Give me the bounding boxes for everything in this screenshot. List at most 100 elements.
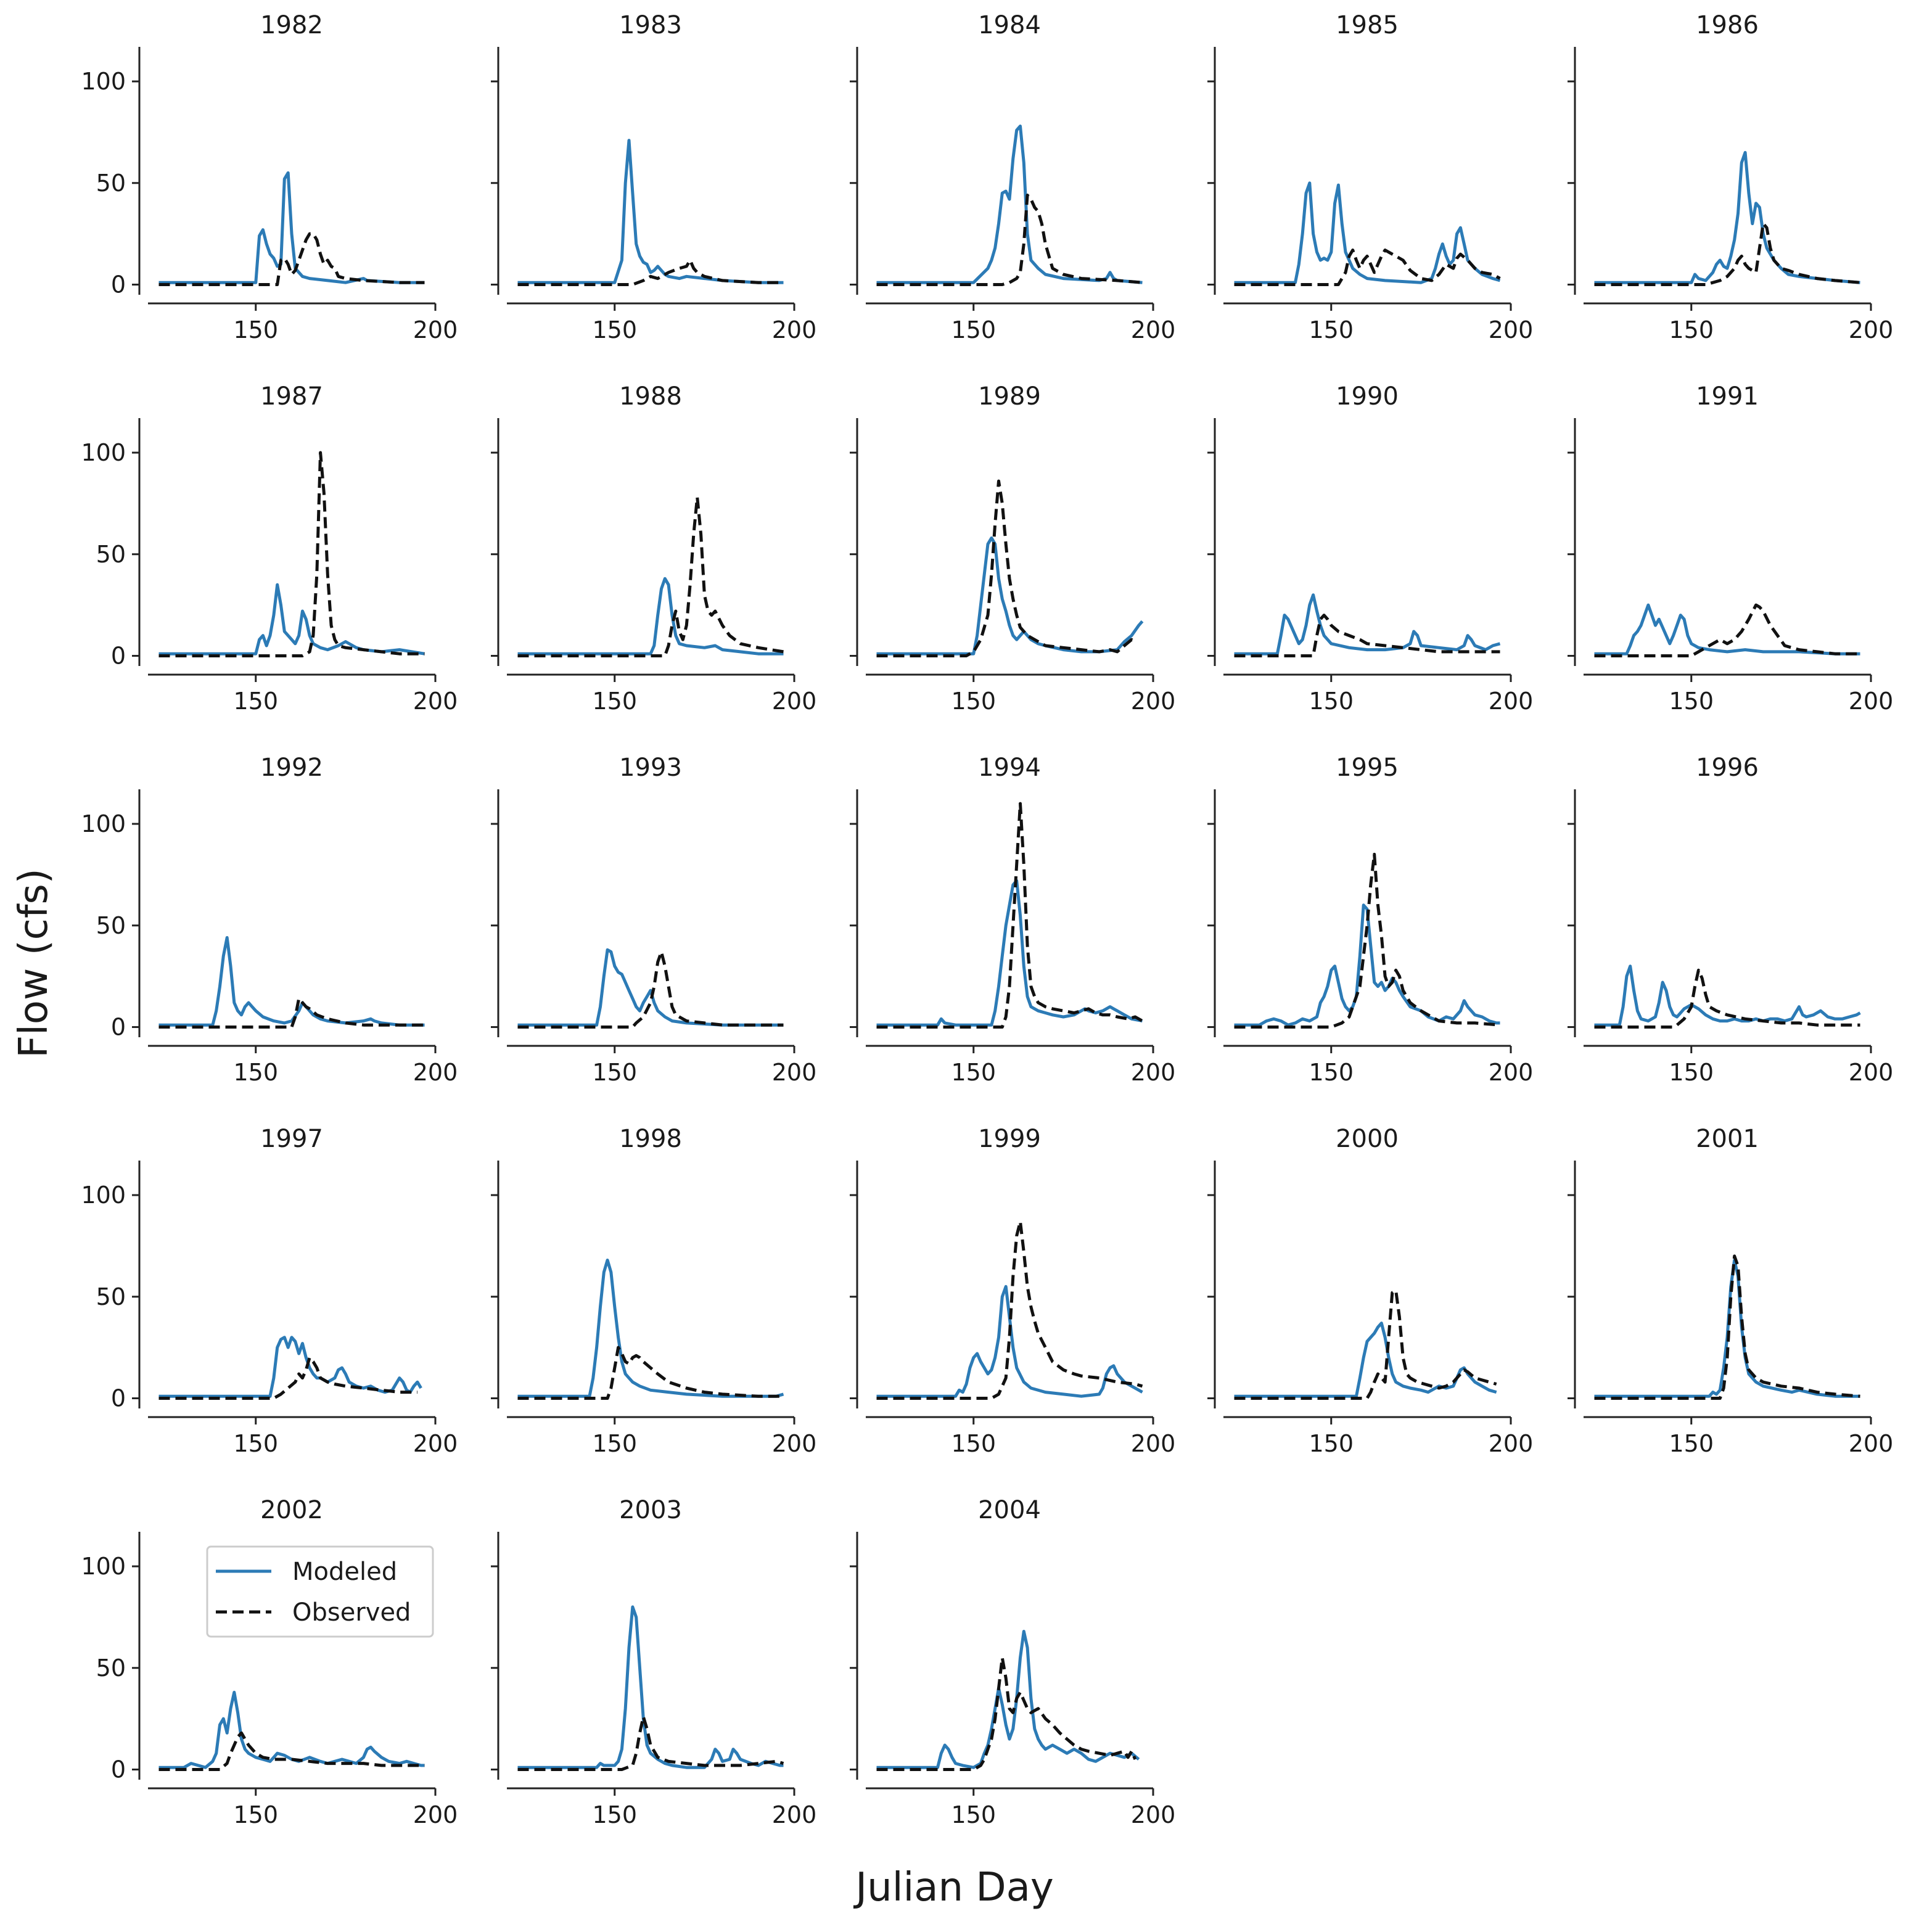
x-tick-label: 150: [1669, 1059, 1714, 1086]
subplot-title: 1997: [260, 1125, 323, 1153]
y-tick-label: 50: [96, 1655, 126, 1682]
x-tick-label: 200: [413, 1059, 458, 1086]
observed-series-line: [517, 950, 784, 1029]
modeled-series-line: [1234, 181, 1501, 284]
subplot-1986: 1986 150 200: [1568, 11, 1893, 343]
subplot-title: 1985: [1336, 11, 1399, 39]
subplot-title: 1983: [619, 11, 682, 39]
subplot-1985: 1985 150 200: [1207, 11, 1533, 343]
observed-series-line: [876, 479, 1136, 657]
modeled-series-line: [1594, 603, 1860, 656]
x-tick-label: 200: [1849, 316, 1894, 343]
x-tick-label: 200: [1131, 1430, 1176, 1457]
observed-series-line: [517, 1715, 784, 1771]
modeled-series-line: [876, 1630, 1140, 1769]
subplot-title: 1982: [260, 11, 323, 39]
y-tick-label: 100: [81, 439, 126, 466]
modeled-series-line: [876, 125, 1143, 284]
x-tick-label: 200: [772, 1059, 817, 1086]
observed-series-line: [517, 1346, 784, 1400]
x-tick-label: 200: [1131, 1801, 1176, 1828]
x-tick-label: 150: [1309, 1430, 1354, 1457]
observed-series-line: [1234, 249, 1501, 286]
x-tick-label: 150: [592, 1059, 637, 1086]
subplot-title: 1984: [978, 11, 1041, 39]
legend: Modeled Observed: [206, 1545, 434, 1638]
subplot-title: 1986: [1696, 11, 1759, 39]
x-tick-label: 150: [1309, 1059, 1354, 1086]
subplot-1984: 1984 150 200: [850, 11, 1175, 343]
subplot-1999: 1999 150 200: [850, 1125, 1175, 1457]
observed-series-line: [158, 451, 425, 657]
modeled-series-line: [876, 879, 1143, 1027]
legend-box: [206, 1545, 434, 1638]
x-tick-label: 200: [772, 316, 817, 343]
x-tick-label: 150: [592, 1430, 637, 1457]
subplot-1993: 1993 150 200: [491, 754, 816, 1086]
observed-series-line: [876, 194, 1143, 286]
x-tick-label: 150: [1309, 316, 1354, 343]
modeled-series-line: [1594, 1259, 1860, 1398]
x-tick-label: 200: [772, 1801, 817, 1828]
modeled-series-line: [158, 583, 425, 656]
x-tick-label: 150: [1669, 1430, 1714, 1457]
x-tick-label: 200: [1849, 688, 1894, 715]
x-tick-label: 200: [413, 1801, 458, 1828]
modeled-series-line: [158, 171, 425, 284]
y-tick-label: 100: [81, 810, 126, 837]
observed-series-line: [1594, 603, 1860, 657]
x-tick-label: 200: [1131, 1059, 1176, 1086]
y-tick-label: 0: [111, 1014, 126, 1041]
x-tick-label: 200: [1131, 688, 1176, 715]
modeled-series-line: [517, 577, 784, 656]
y-tick-label: 50: [96, 541, 126, 568]
x-tick-label: 150: [951, 1059, 996, 1086]
subplot-title: 1990: [1336, 382, 1399, 411]
subplot-title: 1992: [260, 754, 323, 782]
subplot-2001: 2001 150 200: [1568, 1125, 1893, 1457]
observed-series-line: [158, 1356, 417, 1400]
x-tick-label: 150: [951, 1801, 996, 1828]
x-tick-label: 200: [413, 316, 458, 343]
modeled-series-line: [1234, 903, 1500, 1027]
subplot-2004: 2004 150 200: [850, 1496, 1175, 1828]
x-axis-label: Julian Day: [853, 1865, 1054, 1910]
modeled-series-line: [876, 1285, 1143, 1398]
observed-series-line: [517, 496, 784, 657]
x-tick-label: 150: [233, 1801, 278, 1828]
x-tick-label: 200: [1849, 1430, 1894, 1457]
legend-label-observed: Observed: [292, 1598, 411, 1627]
subplot-title: 2002: [260, 1496, 323, 1524]
observed-series-line: [1594, 1254, 1860, 1400]
subplot-2003: 2003 150 200: [491, 1496, 816, 1828]
subplot-1982: 1982 0 50 100 150 200: [81, 11, 458, 343]
y-tick-label: 0: [111, 271, 126, 298]
x-tick-label: 150: [1669, 688, 1714, 715]
observed-series-line: [1234, 614, 1500, 657]
modeled-series-line: [876, 536, 1144, 656]
y-tick-label: 100: [81, 1182, 126, 1209]
y-tick-label: 0: [111, 643, 126, 670]
subplot-1988: 1988 150 200: [491, 382, 816, 715]
observed-series-line: [1594, 222, 1860, 286]
subplot-1998: 1998 150 200: [491, 1125, 816, 1457]
modeled-series-line: [158, 1690, 425, 1769]
x-tick-label: 200: [1849, 1059, 1894, 1086]
x-tick-label: 200: [1489, 1059, 1534, 1086]
y-tick-label: 0: [111, 1756, 126, 1783]
subplot-title: 1988: [619, 382, 682, 411]
observed-series-line: [158, 997, 425, 1029]
subplot-title: 1989: [978, 382, 1041, 411]
subplot-1995: 1995 150 200: [1207, 754, 1533, 1086]
subplot-1989: 1989 150 200: [850, 382, 1175, 715]
subplot-title: 2000: [1336, 1125, 1399, 1153]
x-tick-label: 150: [592, 316, 637, 343]
subplot-title: 1991: [1696, 382, 1759, 411]
observed-series-line: [517, 258, 784, 286]
x-tick-label: 200: [1489, 1430, 1534, 1457]
subplot-1987: 1987 0 50 100 150 200: [81, 382, 458, 715]
x-tick-label: 150: [951, 688, 996, 715]
subplot-title: 1999: [978, 1125, 1041, 1153]
observed-series-line: [876, 802, 1143, 1029]
